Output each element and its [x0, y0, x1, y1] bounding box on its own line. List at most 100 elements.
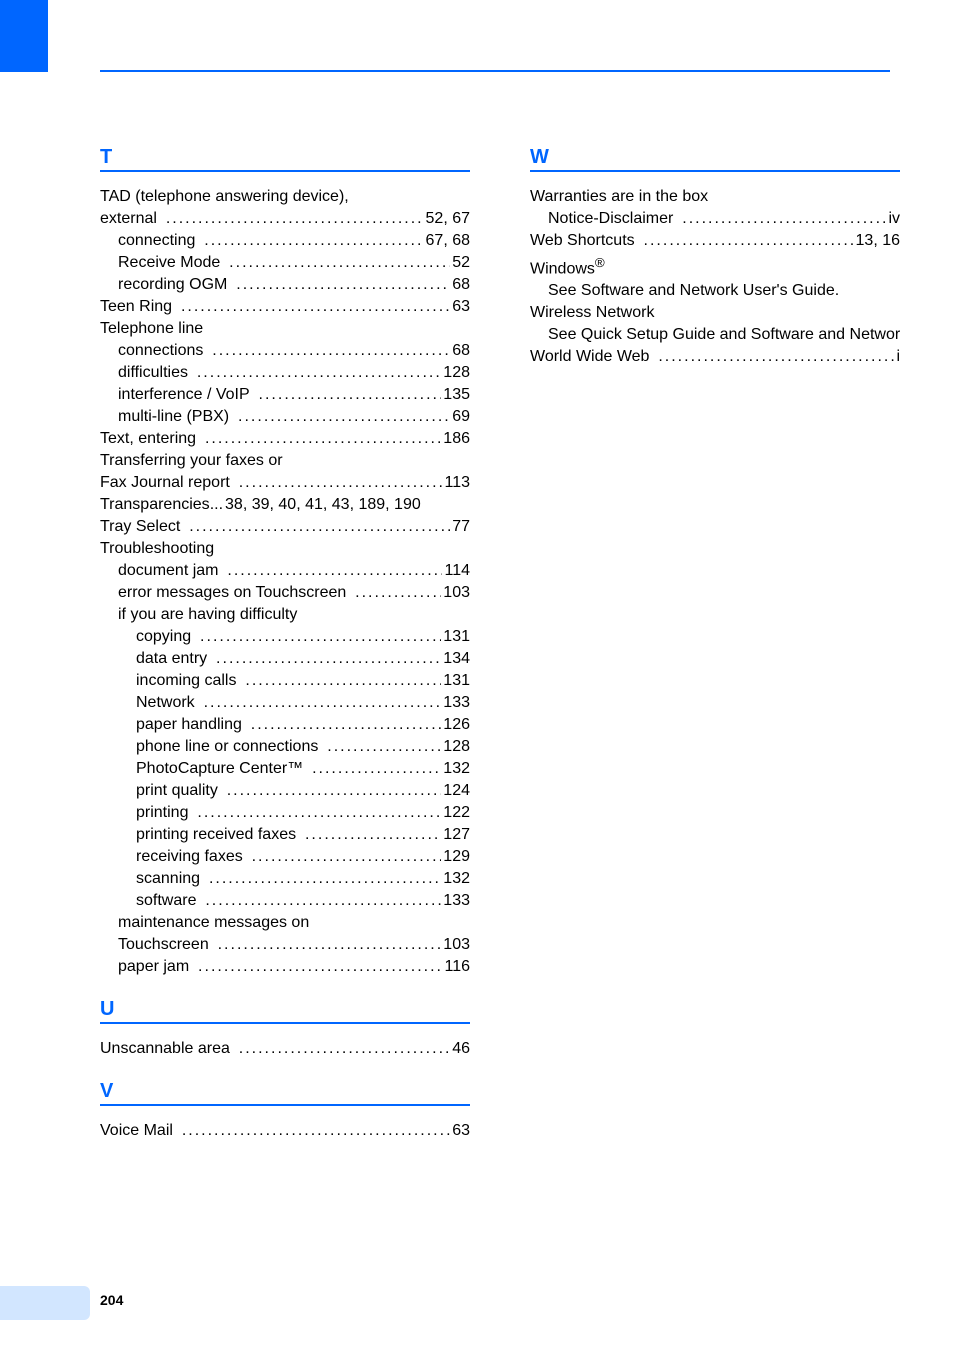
entry-page: 124 — [441, 780, 470, 802]
entry-page: 68 — [450, 340, 470, 362]
entry-label: Web Shortcuts — [530, 230, 635, 252]
index-entry: printing received faxes 127 — [100, 824, 470, 846]
index-entry: external 52, 67 — [100, 208, 470, 230]
leader-dots — [239, 1038, 450, 1060]
leader-dots — [216, 648, 441, 670]
entry-page: 128 — [441, 362, 470, 384]
entry-label: connections — [118, 340, 203, 362]
entry-label: Touchscreen — [118, 934, 209, 956]
entry-page: 77 — [450, 516, 470, 538]
leader-dots — [218, 934, 442, 956]
entry-label: difficulties — [118, 362, 188, 384]
entry-label: recording OGM — [118, 274, 227, 296]
entry-label: if you are having difficulty — [118, 604, 297, 626]
entry-label: incoming calls — [136, 670, 236, 692]
leader-dots — [197, 362, 441, 384]
entry-label: Telephone line — [100, 318, 203, 340]
entry-label: Windows® — [530, 252, 605, 280]
left-column: TTAD (telephone answering device),extern… — [100, 140, 470, 1156]
entry-page: 13, 16 — [854, 230, 900, 252]
index-entry: Wireless Network — [530, 302, 900, 324]
index-entry: data entry 134 — [100, 648, 470, 670]
leader-dots — [251, 714, 442, 736]
leader-dots — [182, 1120, 450, 1142]
index-entry: See Software and Network User's Guide. — [530, 280, 900, 302]
leader-dots — [205, 428, 441, 450]
entry-label: connecting — [118, 230, 195, 252]
page-number-tab — [0, 1286, 90, 1320]
entry-label: Network — [136, 692, 195, 714]
entry-page: 103 — [441, 934, 470, 956]
section-divider — [100, 170, 470, 172]
index-entry: recording OGM 68 — [100, 274, 470, 296]
section-heading: W — [530, 146, 900, 168]
leader-dots — [227, 780, 442, 802]
index-entry: maintenance messages on — [100, 912, 470, 934]
leader-dots — [204, 692, 442, 714]
entry-label: Voice Mail — [100, 1120, 173, 1142]
entry-page: 122 — [441, 802, 470, 824]
entry-label: phone line or connections — [136, 736, 318, 758]
leader-dots — [327, 736, 441, 758]
entry-label: Wireless Network — [530, 302, 654, 324]
index-entry: Notice-Disclaimer iv — [530, 208, 900, 230]
index-entry: TAD (telephone answering device), — [100, 186, 470, 208]
leader-dots — [312, 758, 441, 780]
leader-dots — [212, 340, 450, 362]
entry-label: data entry — [136, 648, 207, 670]
entry-label: paper handling — [136, 714, 242, 736]
entry-page: 135 — [441, 384, 470, 406]
entry-page: 133 — [441, 890, 470, 912]
leader-dots — [236, 274, 450, 296]
leader-dots — [229, 252, 450, 274]
leader-dots — [245, 670, 441, 692]
entry-label: World Wide Web — [530, 346, 649, 368]
leader-dots — [197, 802, 441, 824]
index-entry: phone line or connections 128 — [100, 736, 470, 758]
leader-dots — [227, 560, 442, 582]
entry-page: 63 — [450, 1120, 470, 1142]
section-heading: U — [100, 998, 470, 1020]
entry-label: scanning — [136, 868, 200, 890]
entry-label: external — [100, 208, 157, 230]
entry-label: Text, entering — [100, 428, 196, 450]
entry-label: See Software and Network User's Guide. — [548, 280, 839, 302]
leader-dots — [305, 824, 441, 846]
section-divider — [100, 1104, 470, 1106]
entry-label: software — [136, 890, 196, 912]
index-entry: receiving faxes 129 — [100, 846, 470, 868]
index-entry: connecting 67, 68 — [100, 230, 470, 252]
entry-label: document jam — [118, 560, 219, 582]
section-divider — [530, 170, 900, 172]
entry-page: iv — [886, 208, 900, 230]
entry-page: 131 — [441, 670, 470, 692]
leader-dots — [238, 406, 450, 428]
entry-label: Tray Select — [100, 516, 180, 538]
entry-label: maintenance messages on — [118, 912, 309, 934]
index-entry: if you are having difficulty — [100, 604, 470, 626]
entry-page: 103 — [441, 582, 470, 604]
index-entry: paper handling 126 — [100, 714, 470, 736]
leader-dots — [259, 384, 442, 406]
index-entry: Unscannable area 46 — [100, 1038, 470, 1060]
index-entry: Troubleshooting — [100, 538, 470, 560]
index-entry: Transparencies ...38, 39, 40, 41, 43, 18… — [100, 494, 470, 516]
entry-label: printing — [136, 802, 188, 824]
index-entry: Voice Mail 63 — [100, 1120, 470, 1142]
right-column: W Warranties are in the boxNotice-Disclai… — [530, 140, 900, 1156]
leader-dots — [644, 230, 854, 252]
index-entry: connections 68 — [100, 340, 470, 362]
entry-label: PhotoCapture Center™ — [136, 758, 303, 780]
entry-page: 116 — [442, 956, 470, 978]
index-content: TTAD (telephone answering device),extern… — [100, 140, 890, 1156]
entry-label: interference / VoIP — [118, 384, 250, 406]
entry-label: Transferring your faxes or — [100, 450, 283, 472]
index-entry: error messages on Touchscreen 103 — [100, 582, 470, 604]
entry-page: 113 — [442, 472, 470, 494]
leader-dots — [189, 516, 450, 538]
entry-label: Warranties are in the box — [530, 186, 708, 208]
entry-label: Unscannable area — [100, 1038, 230, 1060]
leader-dots — [205, 890, 441, 912]
section-heading: V — [100, 1080, 470, 1102]
leader-dots — [204, 230, 423, 252]
